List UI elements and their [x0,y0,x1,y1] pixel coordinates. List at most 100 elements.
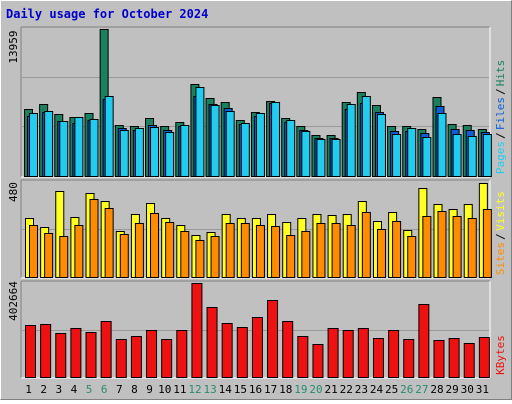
day-label: 25 [385,383,398,396]
sites-bar [89,199,99,278]
sites-bar [225,223,235,278]
sites-bar [134,223,144,278]
pages-bar [422,137,432,177]
kbytes-bar [433,340,445,378]
kbytes-bar [146,330,158,378]
pages-bar [467,136,477,177]
chart-title: Daily usage for October 2024 [6,7,209,21]
day-label: 3 [56,383,63,396]
pages-bar [331,139,341,177]
kbytes-bar [161,339,173,378]
pages-bar [346,104,356,177]
pages-bar [134,128,144,177]
pages-bar [316,139,326,177]
pages-bar [407,128,417,177]
sites-bar [210,236,220,278]
day-label: 6 [101,383,108,396]
pages-bar [165,132,175,177]
sites-bar [392,221,402,278]
day-label: 8 [131,383,138,396]
legend-hits: Hits [494,60,507,87]
sites-bar [407,236,417,278]
sites-bar [301,231,311,278]
day-label: 24 [370,383,384,396]
kbytes-bar [403,339,415,378]
kbytes-bar [191,283,203,378]
pages-bar [301,131,311,177]
legend-files: Files [494,97,507,130]
day-label: 10 [158,383,171,396]
kbytes-axis-max-label: 402664 [7,281,20,321]
day-label: 9 [146,383,153,396]
kbytes-bar [100,321,112,378]
kbytes-bar [312,344,324,378]
sites-bar [255,225,265,278]
kbytes-bar [176,330,188,378]
pages-bar [119,130,129,177]
day-label: 2 [40,383,47,396]
kbytes-bar [297,336,309,378]
day-label: 1 [25,383,32,396]
day-label: 17 [264,383,277,396]
pages-bar [195,87,205,177]
legend-separator: / [494,132,507,139]
day-label: 28 [430,383,443,396]
hits-axis-max-label: 13959 [7,30,20,63]
day-label: 21 [325,383,338,396]
kbytes-bar [478,337,490,378]
kbytes-bar [327,328,339,378]
day-label: 18 [279,383,292,396]
kbytes-bar [282,321,294,378]
sites-bar [165,222,175,278]
day-label: 27 [415,383,428,396]
pages-bar [59,121,69,177]
sites-bar [361,212,371,278]
pages-bar [452,134,462,177]
sites-bar [482,209,492,278]
pages-bar [210,105,220,177]
legend-separator: / [494,233,507,240]
kbytes-bar [388,330,400,378]
kbytes-bar [40,324,52,378]
sites-bar [316,223,326,278]
kbytes-bar [372,338,384,378]
pages-bar [392,134,402,177]
kbytes-bar [267,300,279,378]
sites-bar [467,218,477,278]
pages-bar [104,96,114,177]
sites-bar [119,234,129,278]
sites-bar [376,229,386,278]
pages-bar [29,113,38,177]
sites-bar [452,216,462,278]
kbytes-bar [115,339,127,378]
kbytes-bar [463,343,475,378]
pages-bar [271,102,281,177]
kbytes-bar [25,325,36,378]
sites-bar [422,216,432,278]
day-label: 7 [116,383,123,396]
pages-bar [361,96,371,177]
sites-bar [29,225,38,278]
day-label: 11 [173,383,186,396]
day-label: 19 [294,383,307,396]
sites-bar [240,223,250,278]
visits-axis-max-label: 480 [7,182,20,202]
sites-bar [346,225,356,278]
day-label: 23 [355,383,368,396]
kbytes-bar [55,333,67,378]
kbytes-bar [418,304,430,378]
sites-bar [286,235,296,278]
kbytes-bar [236,327,248,378]
day-label: 20 [309,383,322,396]
sites-bar [59,236,69,278]
day-label: 14 [219,383,233,396]
sites-bar [331,223,341,278]
sites-bar [195,240,205,278]
legend-sites: Sites [494,242,507,275]
kbytes-bar [130,336,142,378]
pages-bar [437,113,447,177]
sites-bar [104,208,114,278]
sites-bar [44,233,54,278]
